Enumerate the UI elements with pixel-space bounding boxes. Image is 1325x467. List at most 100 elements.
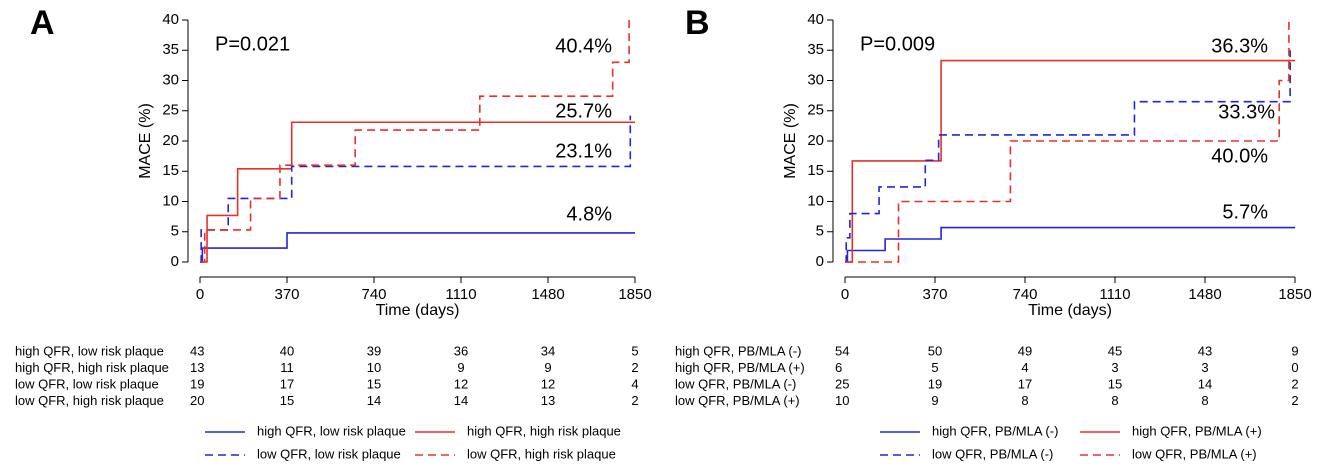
risk-count: 5 — [931, 360, 938, 375]
x-tick-label: 0 — [196, 286, 204, 303]
risk-count: 49 — [1018, 343, 1032, 358]
annotation: 5.7% — [1222, 201, 1268, 223]
risk-count: 15 — [1108, 376, 1122, 391]
y-tick-label: 15 — [162, 162, 179, 179]
risk-count: 14 — [367, 393, 381, 408]
x-tick-label: 1850 — [618, 286, 651, 303]
risk-count: 9 — [544, 360, 551, 375]
x-tick-label: 1480 — [531, 286, 564, 303]
risk-count: 12 — [541, 376, 555, 391]
y-axis-title: MACE (%) — [782, 103, 799, 179]
y-tick-label: 10 — [162, 192, 179, 209]
x-tick-label: 370 — [274, 286, 299, 303]
risk-count: 54 — [835, 343, 849, 358]
risk-count: 17 — [1018, 376, 1032, 391]
annotation: 36.3% — [1211, 35, 1268, 57]
y-tick-label: 40 — [162, 11, 179, 28]
risk-count: 6 — [835, 360, 842, 375]
risk-count: 19 — [190, 376, 204, 391]
risk-row-label: high QFR, low risk plaque — [15, 343, 164, 358]
risk-count: 0 — [1291, 360, 1298, 375]
x-tick-label: 0 — [841, 286, 849, 303]
x-tick-label: 1850 — [1278, 286, 1311, 303]
x-axis-title: Time (days) — [1028, 302, 1112, 319]
km-curve — [200, 17, 630, 263]
y-tick-label: 20 — [162, 132, 179, 149]
risk-count: 13 — [541, 393, 555, 408]
risk-count: 4 — [1021, 360, 1028, 375]
annotation: 4.8% — [566, 203, 612, 225]
y-tick-label: 5 — [816, 223, 824, 240]
risk-count: 25 — [835, 376, 849, 391]
risk-count: 2 — [631, 360, 638, 375]
risk-count: 15 — [367, 376, 381, 391]
risk-count: 34 — [541, 343, 555, 358]
legend-label: high QFR, PB/MLA (+) — [1132, 423, 1262, 438]
risk-count: 2 — [1291, 376, 1298, 391]
risk-count: 3 — [1111, 360, 1118, 375]
risk-row-label: low QFR, low risk plaque — [15, 376, 159, 391]
risk-count: 40 — [280, 343, 294, 358]
y-tick-label: 0 — [816, 253, 824, 270]
risk-count: 9 — [1291, 343, 1298, 358]
risk-row-label: low QFR, PB/MLA (+) — [675, 393, 800, 408]
risk-count: 14 — [454, 393, 468, 408]
y-tick-label: 35 — [807, 41, 824, 58]
risk-count: 9 — [931, 393, 938, 408]
annotation: P=0.021 — [215, 33, 290, 55]
risk-count: 9 — [457, 360, 464, 375]
legend-label: high QFR, low risk plaque — [257, 423, 406, 438]
risk-count: 36 — [454, 343, 468, 358]
risk-count: 8 — [1021, 393, 1028, 408]
x-tick-label: 740 — [1012, 286, 1037, 303]
risk-count: 8 — [1201, 393, 1208, 408]
y-tick-label: 20 — [807, 132, 824, 149]
annotation: 40.4% — [555, 35, 612, 57]
x-axis-title: Time (days) — [376, 302, 460, 319]
risk-count: 4 — [631, 376, 638, 391]
risk-count: 10 — [367, 360, 381, 375]
y-tick-label: 5 — [171, 223, 179, 240]
risk-count: 19 — [928, 376, 942, 391]
legend-label: high QFR, PB/MLA (-) — [932, 423, 1058, 438]
x-tick-label: 1480 — [1188, 286, 1221, 303]
risk-count: 5 — [631, 343, 638, 358]
risk-count: 2 — [631, 393, 638, 408]
annotation: 40.0% — [1211, 145, 1268, 167]
annotation: 25.7% — [555, 100, 612, 122]
km-curve — [845, 20, 1290, 263]
risk-count: 3 — [1201, 360, 1208, 375]
panel-letter: A — [30, 4, 55, 42]
risk-row-label: high QFR, high risk plaque — [15, 360, 169, 375]
risk-count: 2 — [1291, 393, 1298, 408]
y-tick-label: 15 — [807, 162, 824, 179]
risk-count: 50 — [928, 343, 942, 358]
y-tick-label: 25 — [807, 102, 824, 119]
y-tick-label: 10 — [807, 192, 824, 209]
risk-row-label: low QFR, PB/MLA (-) — [675, 376, 796, 391]
km-curve — [200, 115, 632, 263]
y-tick-label: 0 — [171, 253, 179, 270]
risk-count: 39 — [367, 343, 381, 358]
panel-letter: B — [685, 4, 710, 42]
risk-row-label: high QFR, PB/MLA (-) — [675, 343, 801, 358]
y-tick-label: 40 — [807, 11, 824, 28]
risk-row-label: high QFR, PB/MLA (+) — [675, 360, 805, 375]
annotation: P=0.009 — [860, 33, 935, 55]
risk-count: 43 — [190, 343, 204, 358]
annotation: 23.1% — [555, 140, 612, 162]
x-tick-label: 1110 — [1099, 286, 1130, 303]
km-curve — [200, 121, 635, 263]
y-axis-title: MACE (%) — [137, 103, 154, 179]
legend-label: low QFR, low risk plaque — [257, 446, 401, 461]
annotation: 33.3% — [1218, 101, 1275, 123]
risk-count: 14 — [1198, 376, 1212, 391]
risk-count: 8 — [1111, 393, 1118, 408]
km-curve — [845, 226, 1295, 263]
y-tick-label: 35 — [162, 41, 179, 58]
risk-row-label: low QFR, high risk plaque — [15, 393, 164, 408]
y-tick-label: 30 — [807, 71, 824, 88]
x-tick-label: 1110 — [445, 286, 476, 303]
x-tick-label: 740 — [361, 286, 386, 303]
